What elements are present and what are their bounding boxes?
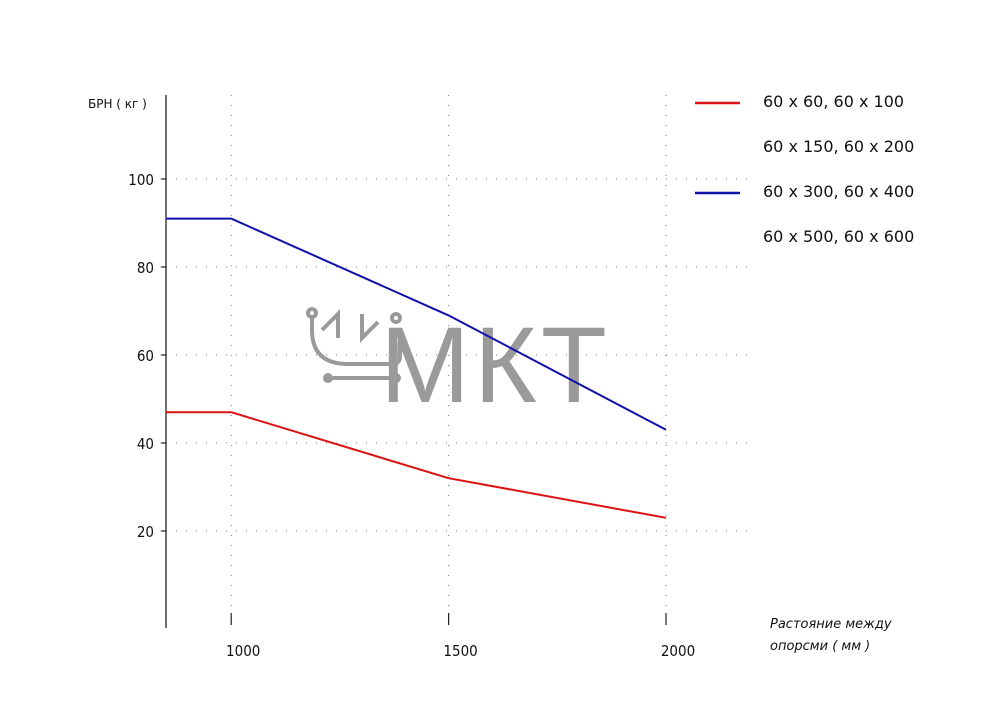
series-line-0: [166, 411, 667, 519]
y-tick-label: 40: [137, 435, 154, 453]
x-tick-label: 1500: [443, 642, 477, 660]
y-tick-label: 60: [137, 347, 154, 365]
legend-label: 60 x 150, 60 x 200: [763, 137, 914, 156]
axes: [161, 95, 667, 628]
y-tick-label: 20: [137, 523, 154, 541]
legend-label: 60 x 60, 60 x 100: [763, 92, 904, 111]
cart-icon: [306, 307, 402, 383]
x-tick-label: 1000: [226, 642, 260, 660]
x-tick-label: 2000: [661, 642, 695, 660]
series-line-1: [166, 217, 667, 431]
y-tick-labels: 20 40 60 80 100: [128, 171, 154, 541]
series-group: [166, 217, 667, 519]
watermark: МКТ: [306, 304, 611, 425]
y-tick-label: 100: [128, 171, 154, 189]
x-axis-label-line1: Растояние между: [770, 617, 892, 632]
legend: 60 x 60, 60 x 100 60 x 150, 60 x 200 60 x …: [695, 92, 914, 246]
y-tick-label: 80: [137, 259, 154, 277]
y-axis-label: БРН ( кг ): [88, 97, 147, 111]
x-tick-labels: 1000 1500 2000: [226, 642, 695, 660]
legend-label: 60 x 500, 60 x 600: [763, 227, 914, 246]
watermark-text: МКТ: [380, 304, 611, 425]
x-axis-label-line2: опорсми ( мм ): [770, 639, 870, 654]
legend-label: 60 x 300, 60 x 400: [763, 182, 914, 201]
